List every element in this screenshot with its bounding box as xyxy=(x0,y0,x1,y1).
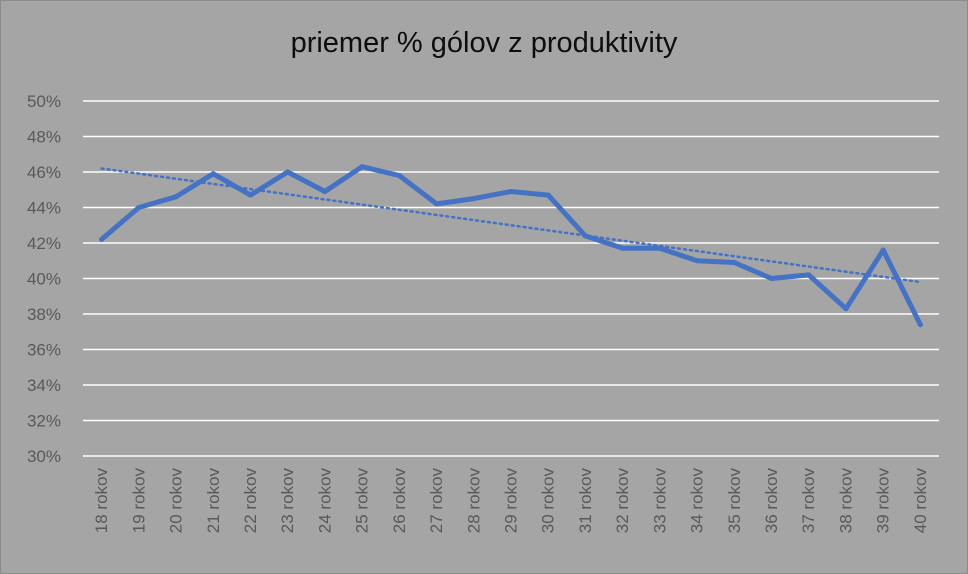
x-tick-label: 27 rokov xyxy=(427,468,446,534)
x-tick-label: 20 rokov xyxy=(167,468,186,534)
data-point xyxy=(508,189,514,195)
trendline xyxy=(100,167,922,284)
data-point xyxy=(396,173,402,179)
y-axis-ticks: 50% 48% 46% 44% 42% 40% 38% 36% 34% 32% 30% xyxy=(27,92,61,466)
chart-title: priemer % gólov z produktivity xyxy=(290,27,678,59)
y-tick-label: 32% xyxy=(27,412,61,431)
data-point xyxy=(471,196,477,202)
data-point xyxy=(806,272,812,278)
x-tick-label: 36 rokov xyxy=(762,468,781,534)
data-point xyxy=(657,245,663,251)
y-tick-label: 40% xyxy=(27,270,61,289)
y-tick-label: 50% xyxy=(27,92,61,111)
x-tick-label: 35 rokov xyxy=(725,468,744,534)
x-tick-label: 18 rokov xyxy=(92,468,111,534)
data-point xyxy=(769,276,775,281)
data-point xyxy=(322,189,328,195)
data-point xyxy=(917,322,923,328)
x-tick-label: 38 rokov xyxy=(836,468,855,534)
trendline-group xyxy=(100,167,922,284)
y-tick-label: 48% xyxy=(27,128,61,147)
x-tick-label: 28 rokov xyxy=(464,468,483,534)
data-point xyxy=(582,233,588,239)
y-tick-label: 44% xyxy=(27,199,61,218)
y-tick-label: 34% xyxy=(27,376,61,395)
y-tick-label: 38% xyxy=(27,305,61,324)
data-point xyxy=(210,171,216,177)
data-point xyxy=(359,164,365,170)
data-point xyxy=(545,192,551,198)
x-tick-label: 29 rokov xyxy=(502,468,521,534)
x-axis-ticks: 18 rokov 19 rokov 20 rokov 21 rokov 22 rokov… xyxy=(92,468,930,534)
data-point xyxy=(173,194,179,200)
x-tick-label: 19 rokov xyxy=(129,468,148,534)
data-point xyxy=(620,245,626,251)
data-point xyxy=(880,247,886,253)
x-tick-label: 25 rokov xyxy=(353,468,372,534)
y-tick-label: 30% xyxy=(27,447,61,466)
data-point xyxy=(285,169,291,175)
x-tick-label: 23 rokov xyxy=(278,468,297,534)
x-tick-label: 34 rokov xyxy=(688,468,707,534)
x-tick-label: 33 rokov xyxy=(650,468,669,534)
x-tick-label: 39 rokov xyxy=(874,468,893,534)
data-point xyxy=(99,236,105,242)
x-tick-label: 31 rokov xyxy=(576,468,595,534)
series-group xyxy=(99,164,923,328)
x-tick-label: 32 rokov xyxy=(613,468,632,534)
gridlines xyxy=(83,100,939,457)
data-point xyxy=(694,258,700,264)
x-tick-label: 40 rokov xyxy=(911,468,930,534)
y-tick-label: 46% xyxy=(27,163,61,182)
x-tick-label: 26 rokov xyxy=(390,468,409,534)
x-tick-label: 37 rokov xyxy=(799,468,818,534)
y-tick-label: 42% xyxy=(27,234,61,253)
data-point xyxy=(434,201,440,207)
x-tick-label: 24 rokov xyxy=(315,468,334,534)
data-point xyxy=(843,306,849,312)
data-point xyxy=(136,205,142,210)
data-point xyxy=(247,192,253,198)
x-tick-label: 22 rokov xyxy=(241,468,260,534)
x-tick-label: 30 rokov xyxy=(539,468,558,534)
data-point xyxy=(731,260,737,266)
y-tick-label: 36% xyxy=(27,341,61,360)
x-tick-label: 21 rokov xyxy=(204,468,223,534)
